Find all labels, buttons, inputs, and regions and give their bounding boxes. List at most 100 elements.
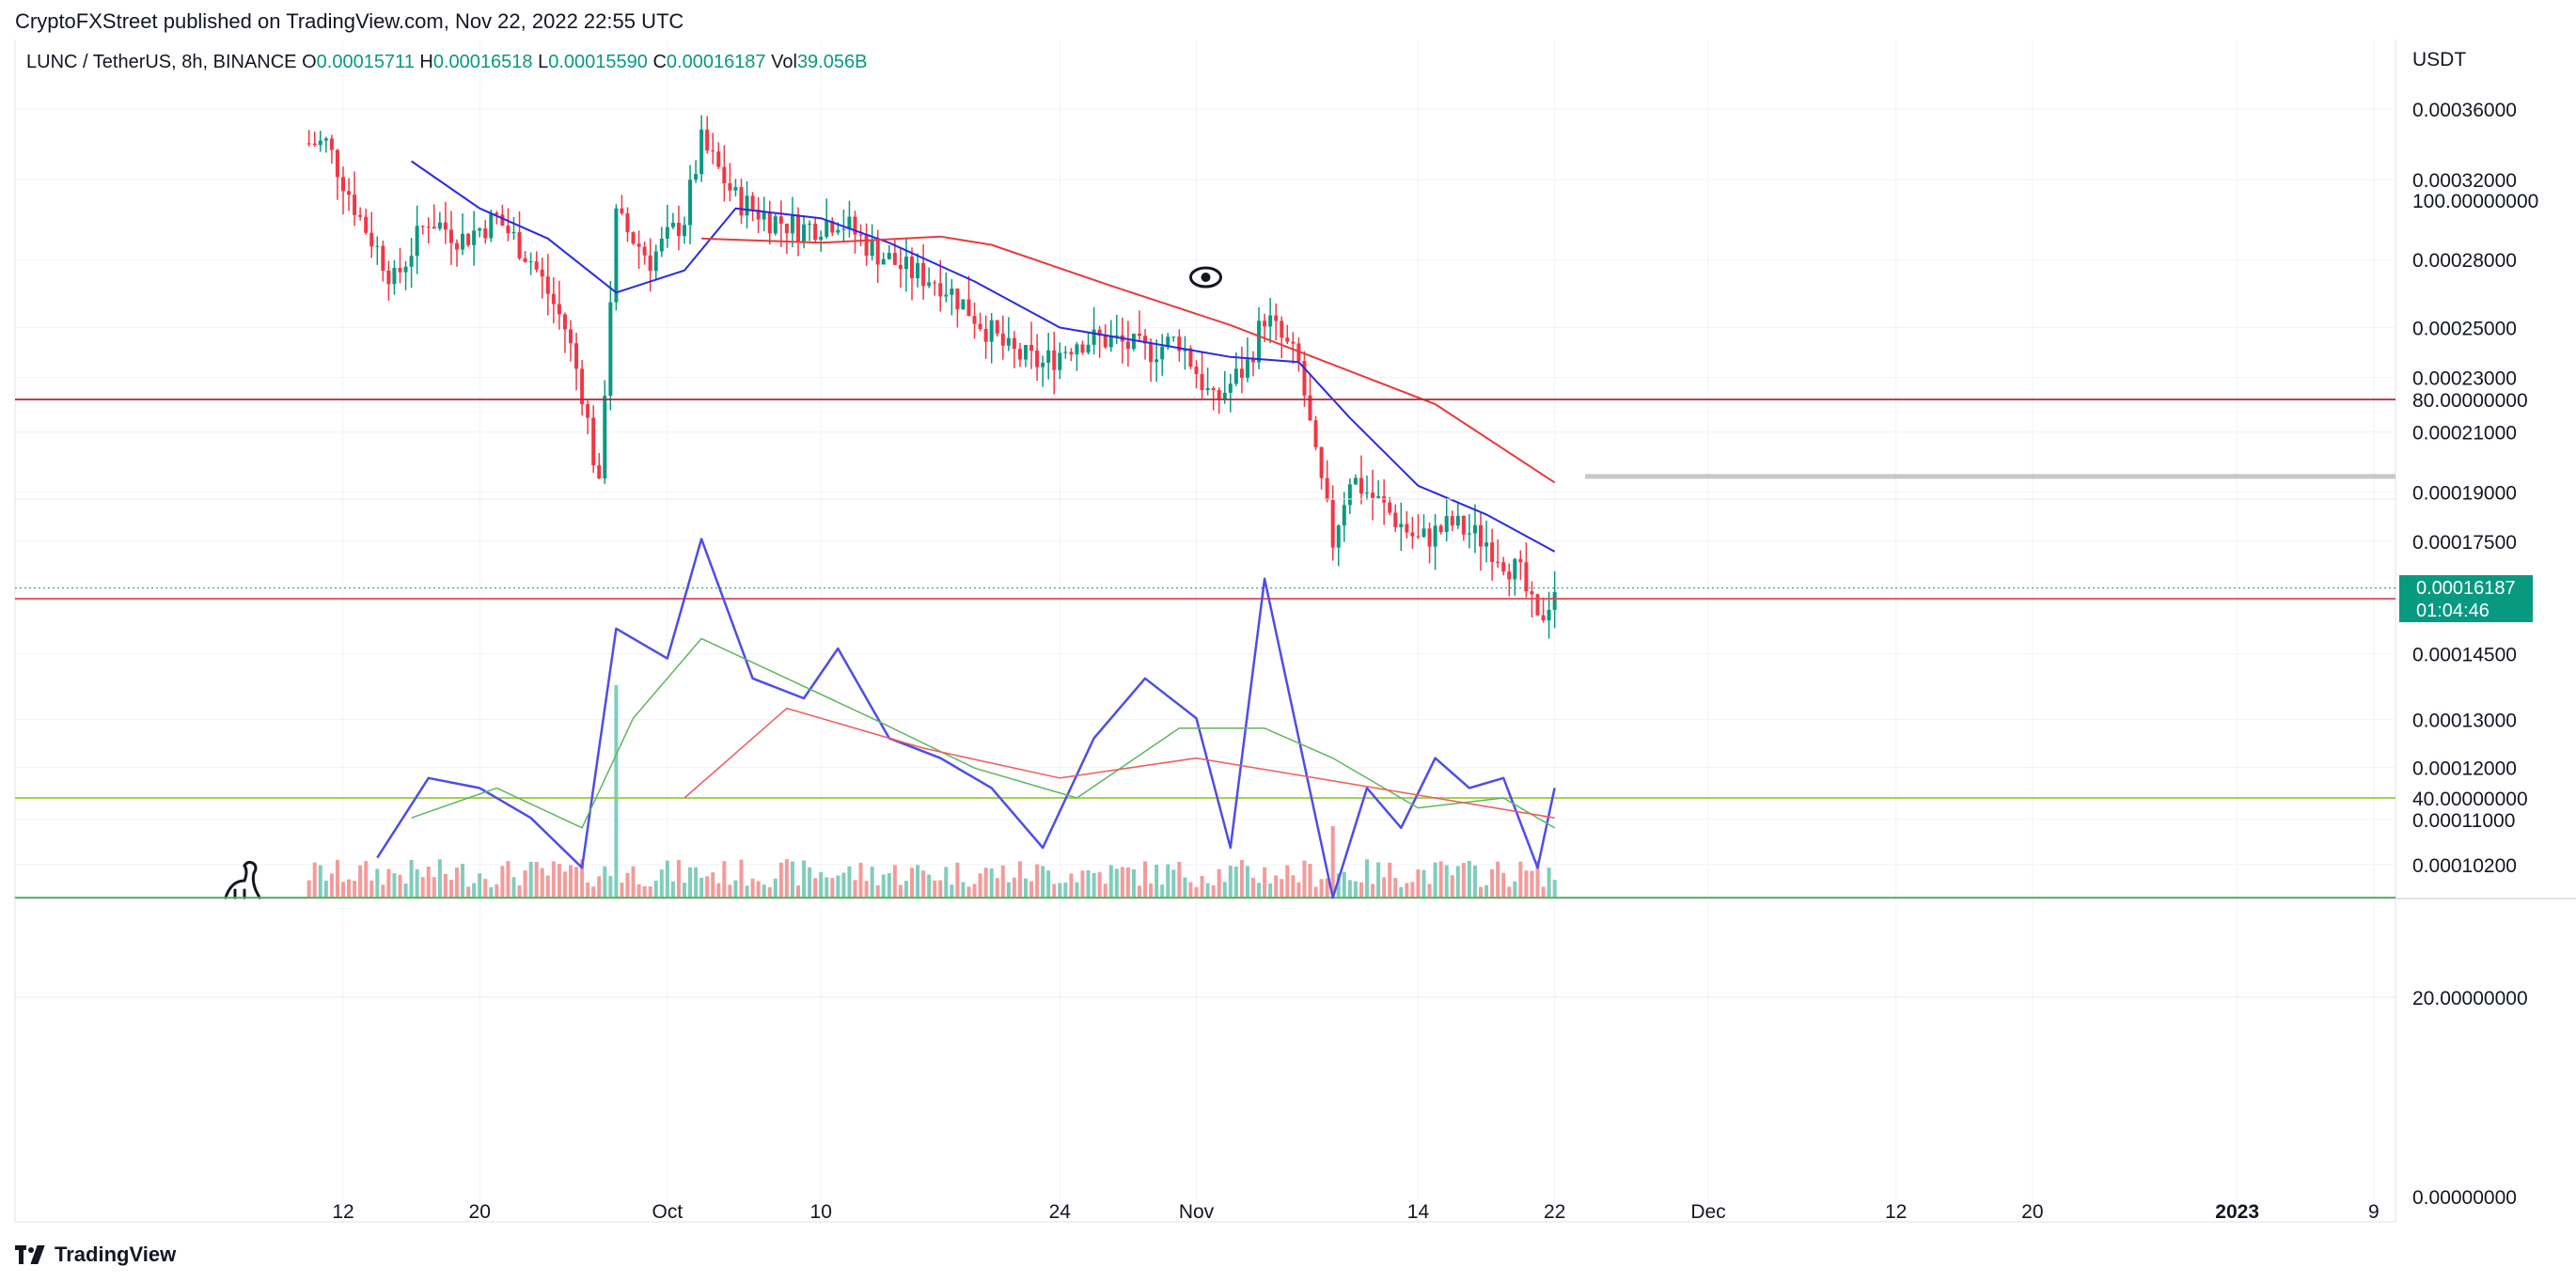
- rsi-line: [376, 538, 1556, 899]
- price-tick-label: 0.00025000: [2412, 318, 2517, 339]
- candle-body: [1268, 315, 1273, 327]
- volume-bar: [642, 886, 647, 897]
- candle-body: [455, 242, 459, 250]
- volume-bar: [887, 873, 891, 897]
- price-tick-label: 0.00023000: [2412, 368, 2517, 390]
- rsi-ma2-line: [683, 707, 1555, 819]
- candle-body: [858, 234, 863, 236]
- volume-bar: [830, 878, 835, 897]
- candle-body: [591, 417, 596, 466]
- symbol-label[interactable]: LUNC / TetherUS, 8h, BINANCE: [26, 52, 297, 72]
- candle-body: [443, 222, 448, 230]
- volume-bar: [892, 865, 897, 897]
- volume-bar: [875, 884, 880, 897]
- open-label: O: [302, 52, 317, 72]
- rsi-tick-label: 0.00000000: [2412, 1187, 2517, 1209]
- volume-bar: [1058, 883, 1062, 897]
- volume-bar: [306, 880, 311, 897]
- volume-bar: [1376, 862, 1381, 897]
- candle-body: [745, 195, 749, 216]
- volume-bar: [916, 865, 920, 897]
- candle-body: [1063, 352, 1068, 353]
- volume-bar: [312, 862, 317, 897]
- candle-body: [437, 222, 442, 229]
- candle-body: [466, 233, 471, 245]
- candle-body: [1302, 361, 1307, 396]
- volume-bar: [1183, 877, 1187, 897]
- candle-body: [1530, 591, 1534, 595]
- volume-bar: [1080, 870, 1085, 897]
- volume-bar: [1410, 882, 1415, 897]
- candle-body: [830, 220, 835, 233]
- volume-bar: [688, 867, 693, 897]
- candle-body: [683, 225, 686, 237]
- candle-body: [944, 294, 949, 297]
- candle-body: [728, 182, 732, 191]
- volume-bar: [409, 859, 414, 897]
- candle-body: [983, 329, 988, 342]
- volume-bar: [1325, 878, 1329, 897]
- volume-bar: [1530, 870, 1534, 897]
- volume-bar: [1507, 886, 1512, 897]
- tradingview-brand[interactable]: TradingView: [15, 1243, 176, 1267]
- candle-body: [1075, 344, 1079, 355]
- volume-bar: [432, 877, 436, 897]
- candle-body: [1251, 359, 1255, 363]
- candle-body: [1086, 344, 1091, 353]
- candle-body: [898, 264, 903, 270]
- volume-bar: [1233, 867, 1238, 897]
- candle-body: [1217, 390, 1221, 400]
- candle-body: [1103, 336, 1107, 348]
- candle-body: [1239, 368, 1244, 378]
- volume-bar: [1393, 878, 1398, 897]
- volume-bar: [415, 868, 419, 897]
- rsi-tick-label: 100.00000000: [2412, 191, 2538, 212]
- volume-bar: [1205, 883, 1210, 897]
- volume-bar: [1444, 865, 1449, 897]
- candle-body: [853, 216, 857, 235]
- volume-bar: [1313, 886, 1318, 897]
- volume-bar: [1296, 882, 1301, 897]
- candle-body: [670, 222, 675, 227]
- candle-body: [825, 220, 829, 237]
- candle-body: [659, 238, 664, 252]
- volume-bar: [1063, 883, 1068, 897]
- volume-bar: [569, 865, 573, 897]
- volume-bar: [631, 866, 636, 897]
- volume-bar: [1138, 885, 1141, 897]
- candle-body: [1427, 528, 1432, 547]
- volume-bar: [1342, 871, 1346, 897]
- volume-bar: [1149, 883, 1154, 897]
- time-tick-label: 2023: [2215, 1201, 2259, 1223]
- volume-bar: [1501, 872, 1506, 897]
- candle-body: [699, 129, 704, 175]
- candle-body: [961, 299, 966, 310]
- candle-body: [569, 329, 573, 344]
- candle-body: [1319, 446, 1324, 478]
- ma-slow-line: [701, 235, 1556, 484]
- candle-body: [1393, 512, 1398, 527]
- volume-bar: [1257, 883, 1262, 897]
- candle-body: [1336, 525, 1341, 548]
- volume-bar: [353, 881, 357, 897]
- close-label: C: [652, 52, 667, 72]
- price-tick-label: 0.00014500: [2412, 645, 2517, 666]
- volume-bar: [1017, 861, 1022, 897]
- candle-body: [1024, 344, 1028, 360]
- volume-bar: [1228, 866, 1233, 897]
- candle-body: [1461, 515, 1466, 535]
- tradingview-dino-icon: [224, 860, 261, 899]
- candle-body: [614, 208, 619, 303]
- volume-bar: [1405, 883, 1409, 897]
- candle-body: [364, 216, 369, 233]
- volume-bar: [364, 861, 369, 897]
- candle-body: [1484, 542, 1489, 547]
- volume-bar: [1114, 868, 1119, 897]
- volume-bar: [1365, 859, 1369, 897]
- candle-body: [773, 216, 778, 234]
- candle-body: [625, 212, 630, 233]
- volume-bar: [1353, 881, 1358, 897]
- volume-bar: [881, 874, 886, 897]
